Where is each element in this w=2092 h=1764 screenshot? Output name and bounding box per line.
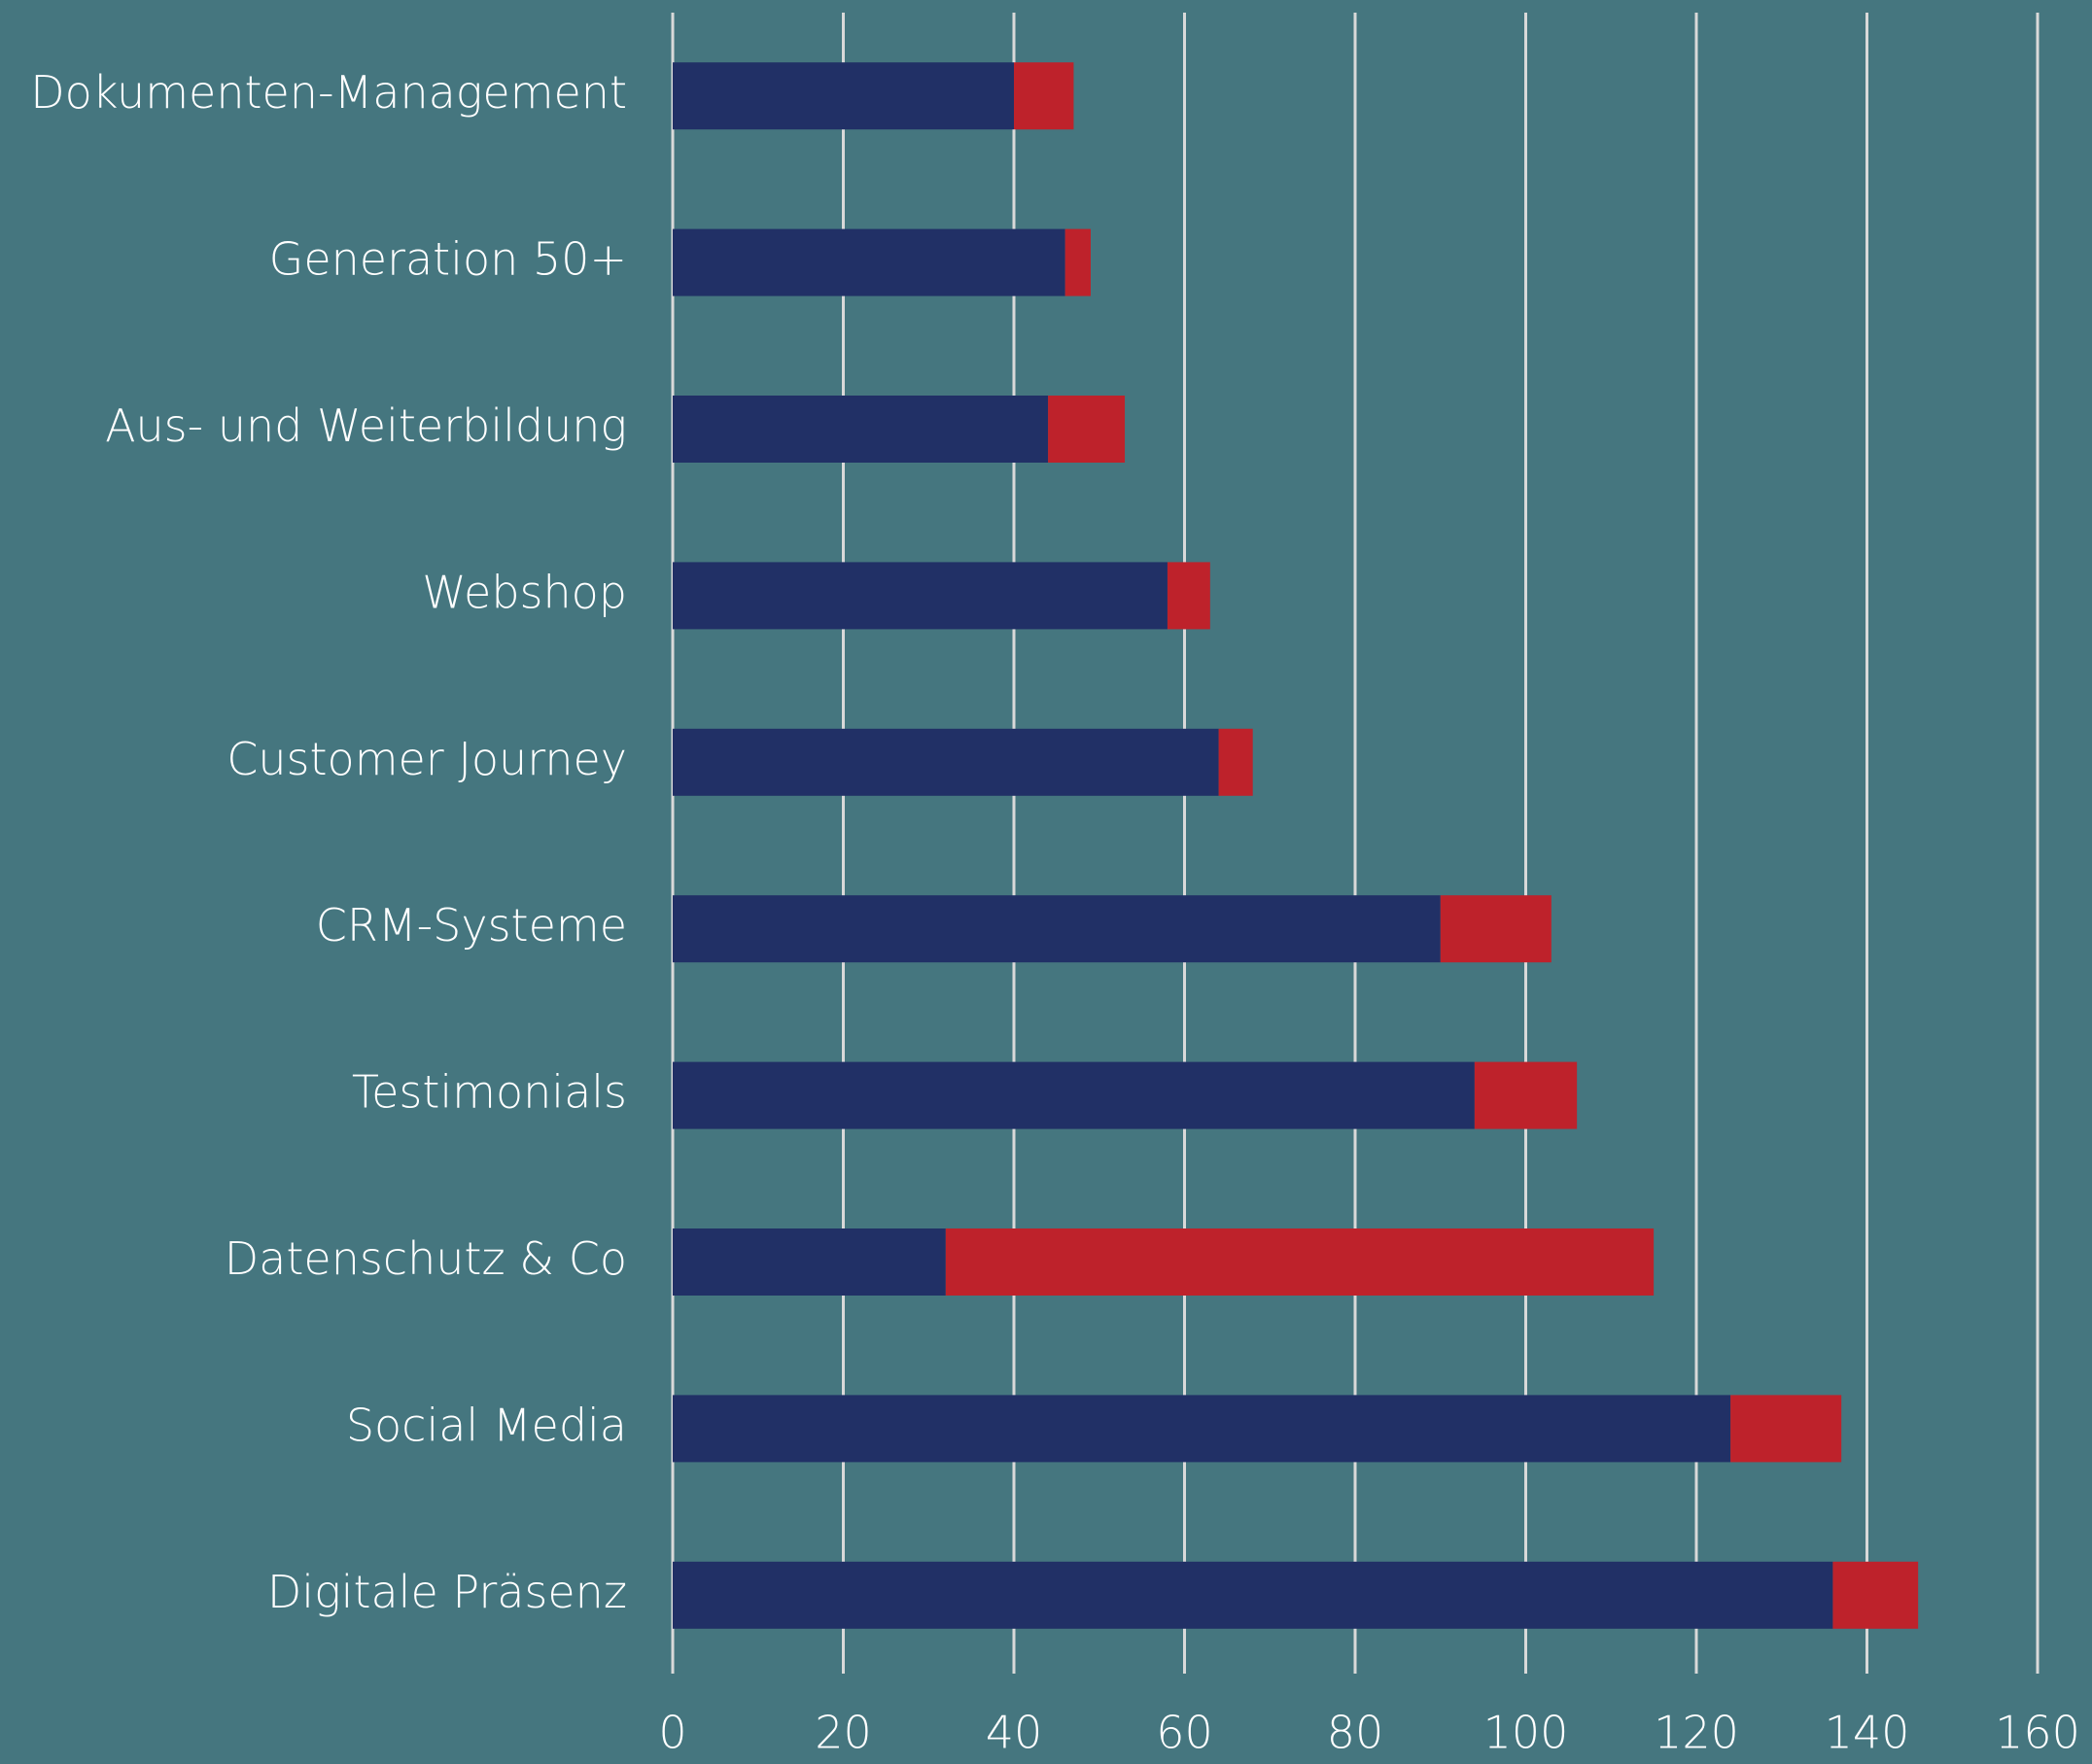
y-tick-label: Webshop (422, 566, 627, 618)
x-tick-label: 160 (1995, 1707, 2080, 1759)
bar-segment (673, 62, 1014, 130)
x-tick-label: 20 (815, 1707, 872, 1759)
bar-segment (1064, 228, 1091, 296)
bar-segment (1048, 396, 1126, 463)
y-tick-label: Digitale Präsenz (267, 1566, 627, 1618)
bar-segment (1440, 895, 1552, 963)
bar-segment (1474, 1061, 1578, 1129)
x-tick-label: 100 (1483, 1707, 1569, 1759)
bar-segment (673, 228, 1065, 296)
bar-segment (1832, 1561, 1919, 1629)
bar-segment (673, 1561, 1833, 1629)
bar-segment (673, 396, 1049, 463)
x-tick-label: 140 (1825, 1707, 1910, 1759)
x-tick-label: 60 (1156, 1707, 1213, 1759)
y-tick-label: Customer Journey (227, 733, 627, 785)
x-tick-label: 120 (1654, 1707, 1739, 1759)
x-tick-label: 0 (658, 1707, 686, 1759)
bar-segment (673, 1061, 1475, 1129)
bar-segment (673, 1228, 946, 1296)
bar-segment (673, 728, 1219, 796)
bar-segment (1014, 62, 1074, 130)
bar-segment (673, 562, 1168, 630)
x-tick-label: 40 (986, 1707, 1043, 1759)
bar-segment (1730, 1395, 1842, 1463)
bar-segment (1167, 562, 1210, 630)
y-tick-label: Datenschutz & Co (225, 1232, 627, 1285)
y-tick-label: Dokumenten-Management (30, 66, 627, 119)
y-tick-label: Social Media (346, 1399, 627, 1451)
bar-segment (673, 1395, 1731, 1463)
y-tick-label: Aus- und Weiterbildung (105, 399, 627, 452)
x-tick-label: 80 (1327, 1707, 1384, 1759)
bar-segment (945, 1228, 1655, 1296)
y-tick-label: Generation 50+ (269, 233, 627, 286)
bar-segment (1218, 728, 1253, 796)
y-tick-label: CRM-Systeme (316, 899, 627, 951)
bar-segment (673, 895, 1441, 963)
y-tick-label: Testimonials (352, 1066, 627, 1119)
